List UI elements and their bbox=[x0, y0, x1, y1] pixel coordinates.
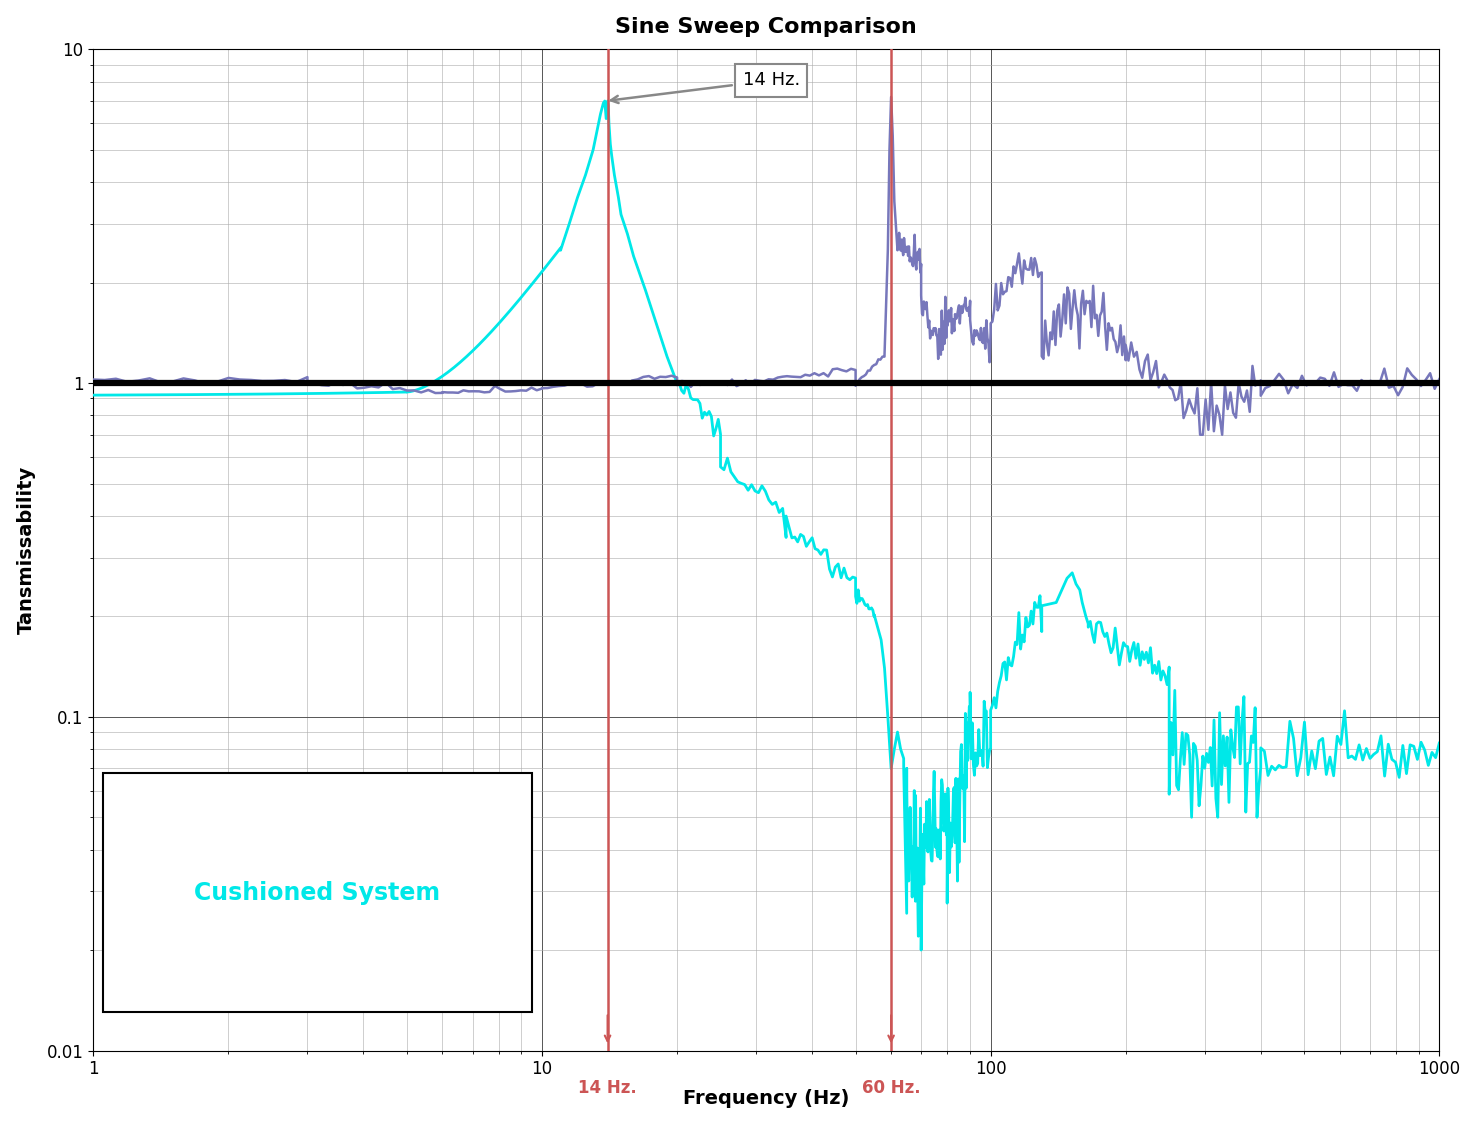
Title: Sine Sweep Comparison: Sine Sweep Comparison bbox=[616, 17, 917, 37]
Text: Cushioned System: Cushioned System bbox=[195, 881, 440, 904]
Text: 14 Hz.: 14 Hz. bbox=[611, 71, 801, 104]
X-axis label: Frequency (Hz): Frequency (Hz) bbox=[684, 1089, 849, 1108]
Y-axis label: Tansmissability: Tansmissability bbox=[16, 466, 35, 634]
Text: 60 Hz.: 60 Hz. bbox=[861, 1079, 920, 1097]
FancyBboxPatch shape bbox=[103, 773, 532, 1013]
Text: 14 Hz.: 14 Hz. bbox=[578, 1079, 637, 1097]
